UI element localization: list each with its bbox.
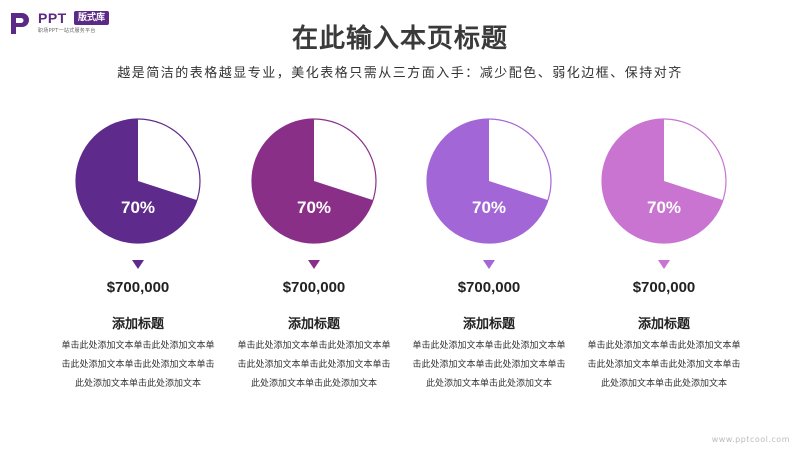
triangle-down-icon xyxy=(132,260,144,269)
pie-chart xyxy=(426,118,552,244)
card-body: 单击此处添加文本单击此处添加文本单击此处添加文本单击此处添加文本单击此处添加文本… xyxy=(587,341,741,389)
pie-percent-label: 70% xyxy=(120,198,156,217)
pie-outline xyxy=(426,118,552,244)
stat-card: 70% $700,000 添加标题 单击此处添加文本单击此处添加文本单击此处添加… xyxy=(226,118,402,418)
card-amount: $700,000 xyxy=(282,279,346,296)
stat-card: 70% $700,000 添加标题 单击此处添加文本单击此处添加文本单击此处添加… xyxy=(576,118,752,418)
page-subtitle: 越是简洁的表格越显专业，美化表格只需从三方面入手：减少配色、弱化边框、保持对齐 xyxy=(117,66,683,81)
pie-percent-label: 70% xyxy=(296,198,332,217)
stat-card: 70% $700,000 添加标题 单击此处添加文本单击此处添加文本单击此处添加… xyxy=(401,118,577,418)
pie-outline xyxy=(251,118,377,244)
pie-slice xyxy=(252,119,373,243)
card-body: 单击此处添加文本单击此处添加文本单击此处添加文本单击此处添加文本单击此处添加文本… xyxy=(61,341,215,389)
card-body: 单击此处添加文本单击此处添加文本单击此处添加文本单击此处添加文本单击此处添加文本… xyxy=(412,341,566,389)
logo-tagline: 职场PPT一站式服务平台 xyxy=(38,28,96,34)
page-title: 在此输入本页标题 xyxy=(291,24,508,54)
ppt-logo-icon xyxy=(11,13,29,34)
pie-slice xyxy=(427,119,548,243)
pie-percent-label: 70% xyxy=(471,198,507,217)
card-amount: $700,000 xyxy=(632,279,696,296)
triangle-down-icon xyxy=(308,260,320,269)
card-amount: $700,000 xyxy=(106,279,170,296)
card-title: 添加标题 xyxy=(287,317,340,332)
triangle-down-icon xyxy=(483,260,495,269)
triangle-down-icon xyxy=(658,260,670,269)
card-body: 单击此处添加文本单击此处添加文本单击此处添加文本单击此处添加文本单击此处添加文本… xyxy=(237,341,391,389)
pie-slice xyxy=(76,119,197,243)
pie-slice xyxy=(602,119,723,243)
card-title: 添加标题 xyxy=(637,317,690,332)
pie-outline xyxy=(75,118,201,244)
pie-chart xyxy=(251,118,377,244)
pie-percent-label: 70% xyxy=(646,198,682,217)
card-title: 添加标题 xyxy=(462,317,515,332)
brand-logo: PPT 版式库 职场PPT一站式服务平台 xyxy=(8,8,168,38)
stat-card: 70% $700,000 添加标题 单击此处添加文本单击此处添加文本单击此处添加… xyxy=(50,118,226,418)
watermark: www.pptcool.com xyxy=(711,435,790,444)
card-amount: $700,000 xyxy=(457,279,521,296)
logo-badge: 版式库 xyxy=(74,11,110,25)
pie-outline xyxy=(601,118,727,244)
card-title: 添加标题 xyxy=(111,317,164,332)
logo-name: PPT xyxy=(38,10,67,26)
pie-chart xyxy=(75,118,201,244)
pie-chart xyxy=(601,118,727,244)
